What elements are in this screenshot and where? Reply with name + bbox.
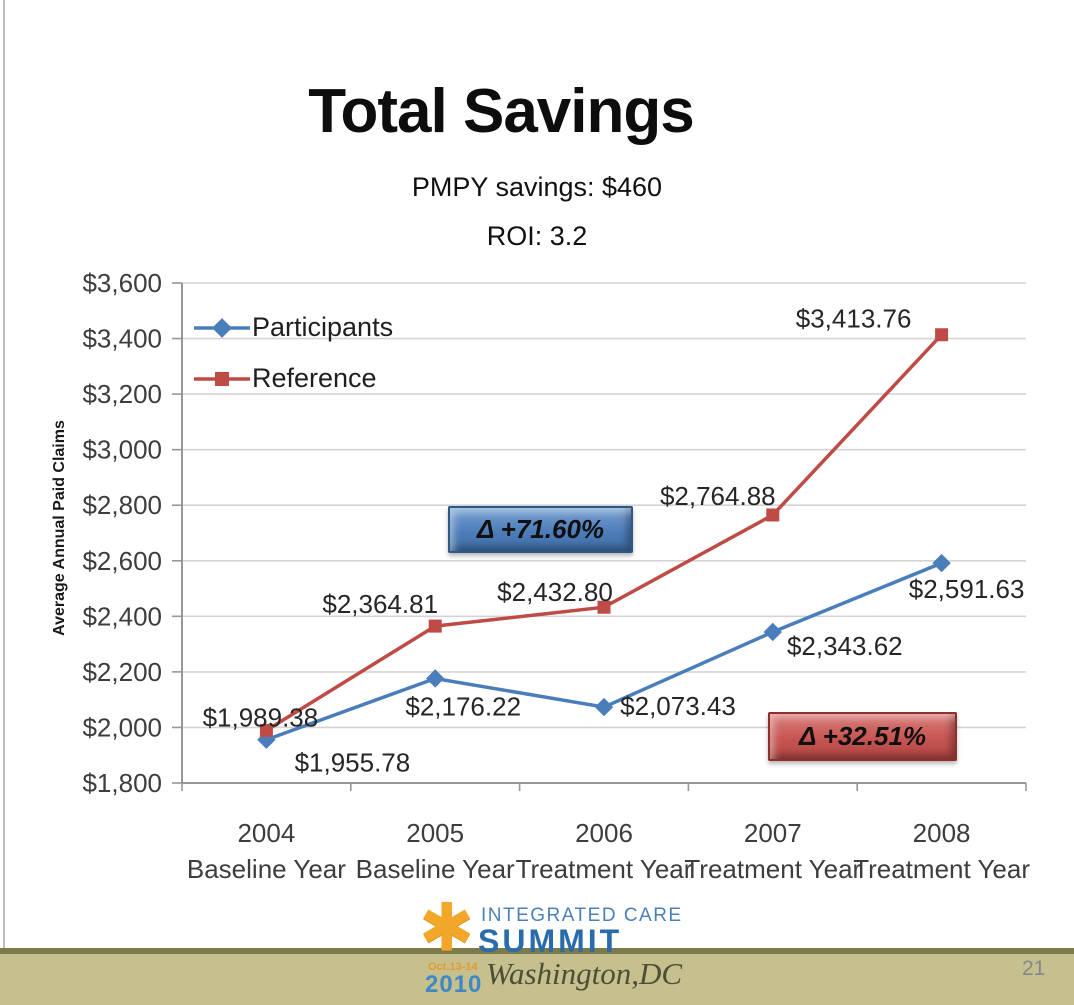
y-tick-label: $1,800 (82, 768, 162, 798)
participants-series-marker-icon (194, 317, 250, 338)
square-marker-icon (259, 723, 273, 737)
slide-edge-line (3, 0, 5, 1005)
slide-title: Total Savings (308, 77, 695, 146)
x-year-label: 2007 (744, 818, 802, 848)
y-tick-label: $2,600 (82, 546, 162, 576)
x-sublabel: Treatment Year (684, 854, 861, 884)
legend-item-reference: Reference (193, 363, 393, 394)
subtitle-pmpy: PMPY savings: $460 (411, 172, 663, 202)
data-label: $2,364.81 (322, 589, 438, 619)
x-sublabel: Treatment Year (516, 854, 693, 884)
data-label: $2,176.22 (405, 691, 521, 721)
legend-item-participants: Participants (193, 312, 393, 343)
page-number: 21 (1022, 957, 1046, 980)
chart-legend: Participants Reference (193, 312, 393, 394)
logo-year-text: 2010 (425, 971, 483, 998)
y-tick-label: $2,000 (82, 712, 162, 742)
logo-integrated-care-text: INTEGRATED CARE (481, 905, 683, 926)
data-label: $3,413.76 (796, 304, 912, 334)
data-label: $2,432.80 (497, 577, 613, 607)
y-tick-label: $2,200 (82, 657, 162, 687)
footer-divider-line (0, 948, 1074, 954)
y-tick-label: $3,200 (82, 379, 162, 409)
y-tick-label: $3,000 (82, 435, 162, 465)
data-label: $2,343.62 (787, 631, 903, 661)
legend-label-participants: Participants (252, 312, 394, 342)
x-year-label: 2006 (575, 818, 633, 848)
logo-city-text: Washington,DC (486, 956, 683, 991)
diamond-marker-icon (594, 697, 614, 717)
x-sublabel: Baseline Year (356, 854, 515, 884)
delta-annotation-red: Δ +32.51% (768, 712, 957, 761)
square-marker-icon (597, 600, 611, 614)
square-marker-icon (428, 619, 442, 633)
y-tick-label: $2,800 (82, 490, 162, 520)
square-marker-icon (766, 508, 780, 522)
x-sublabel: Treatment Year (853, 854, 1030, 884)
diamond-marker-icon (426, 669, 445, 688)
x-year-label: 2008 (913, 818, 971, 848)
delta-annotation-blue: Δ +71.60% (448, 506, 633, 553)
x-year-label: 2005 (406, 818, 464, 848)
y-tick-label: $2,400 (82, 601, 162, 631)
diamond-marker-icon (932, 553, 951, 573)
subtitle-roi: ROI: 3.2 (486, 221, 588, 251)
data-label: $1,955.78 (295, 748, 411, 778)
footer-band (0, 954, 1074, 1005)
reference-series-marker-icon (194, 371, 250, 386)
data-label: $2,591.63 (909, 574, 1025, 604)
data-label: $2,764.88 (660, 481, 776, 511)
data-label: $1,989.38 (203, 702, 319, 732)
square-marker-icon (935, 328, 949, 342)
data-label: $2,073.43 (620, 691, 736, 721)
summit-logo-star-icon: ✱ (419, 890, 475, 964)
logo-summit-text: SUMMIT (478, 923, 623, 959)
y-tick-label: $3,400 (82, 324, 162, 354)
x-sublabel: Baseline Year (187, 854, 346, 884)
x-year-label: 2004 (237, 818, 295, 848)
diamond-marker-icon (763, 622, 782, 642)
legend-label-reference: Reference (252, 363, 377, 393)
y-tick-label: $3,600 (82, 268, 162, 298)
logo-dates-text: Oct.13-14 (428, 961, 478, 973)
